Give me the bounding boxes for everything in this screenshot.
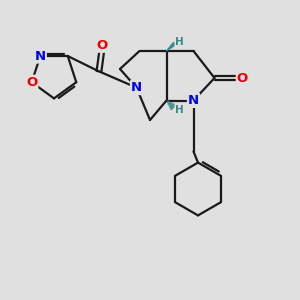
Text: N: N xyxy=(131,81,142,94)
Text: H: H xyxy=(175,105,184,115)
Polygon shape xyxy=(167,42,176,51)
Text: O: O xyxy=(96,39,108,52)
Text: O: O xyxy=(26,76,38,89)
Text: N: N xyxy=(35,50,46,63)
Text: N: N xyxy=(188,94,199,107)
Text: O: O xyxy=(237,71,248,85)
Text: H: H xyxy=(175,37,184,47)
